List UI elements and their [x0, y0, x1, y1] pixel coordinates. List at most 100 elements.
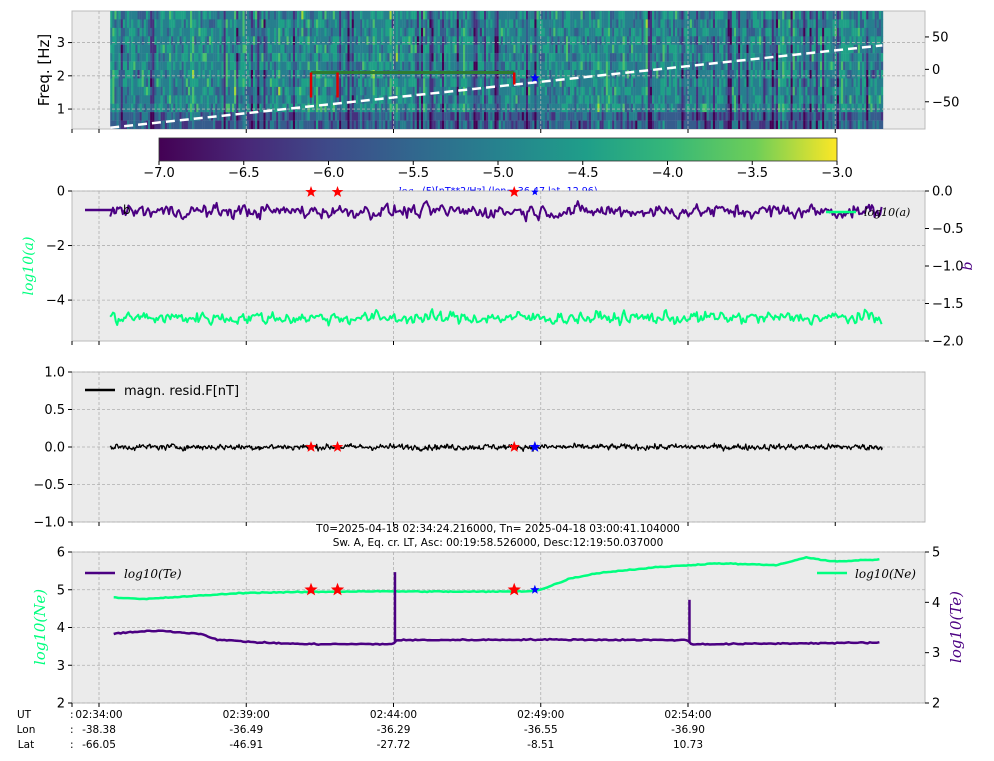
spectrogram-cell [408, 112, 411, 121]
spectrogram-cell [601, 103, 604, 113]
spectrogram-cell [559, 27, 562, 37]
spectrogram-cell [719, 120, 722, 129]
spectrogram-cell [276, 19, 279, 29]
spectrogram-cell [418, 53, 422, 62]
spectrogram-cell [271, 44, 275, 54]
spectrogram-cell [599, 11, 602, 20]
spectrogram-cell [742, 44, 745, 54]
spectrogram-cell [316, 36, 319, 45]
spectrogram-cell [649, 103, 653, 113]
spectrogram-cell [794, 86, 798, 96]
spectrogram-cell [192, 27, 195, 37]
spectrogram-cell [633, 103, 636, 113]
spectrogram-cell [595, 70, 598, 79]
spectrogram-cell [423, 103, 426, 113]
spectrogram-cell [515, 27, 518, 37]
spectrogram-cell [509, 95, 512, 104]
spectrogram-cell [320, 95, 323, 104]
spectrogram-cell [360, 61, 363, 71]
spectrogram-cell [738, 120, 741, 129]
spectrogram-cell [574, 11, 577, 20]
spectrogram-cell [536, 78, 539, 88]
spectrogram-cell [171, 19, 174, 29]
spectrogram-cell [248, 95, 252, 104]
spectrogram-cell [841, 78, 844, 88]
spectrogram-cell [349, 19, 352, 29]
spectrogram-cell [416, 86, 420, 96]
spectrogram-cell [708, 70, 711, 79]
spectrogram-cell [807, 86, 810, 96]
spectrogram-cell [649, 19, 653, 29]
spectrogram-cell [444, 44, 447, 54]
spectrogram-cell [733, 61, 737, 71]
spectrogram-cell [204, 11, 207, 20]
spectrogram-cell [607, 112, 611, 121]
spectrogram-cell [721, 11, 724, 20]
spectrogram-cell [416, 103, 420, 113]
spectrogram-cell [811, 53, 814, 62]
spectrogram-cell [723, 112, 726, 121]
spectrogram-cell [511, 53, 514, 62]
spectrogram-cell [570, 95, 573, 104]
spectrogram-cell [834, 44, 837, 54]
spectrogram-cell [152, 120, 155, 129]
spectrogram-cell [360, 27, 363, 37]
spectrogram-cell [830, 27, 833, 37]
spectrogram-cell [528, 86, 531, 96]
spectrogram-cell [712, 11, 716, 20]
spectrogram-cell [706, 86, 709, 96]
spectrogram-cell [505, 103, 508, 113]
spectrogram-cell [555, 95, 558, 104]
spectrogram-cell [712, 19, 716, 29]
spectrogram-cell [828, 44, 831, 54]
spectrogram-cell [208, 78, 212, 88]
spectrogram-cell [418, 61, 422, 71]
spectrogram-cell [704, 19, 707, 29]
spectrogram-cell [584, 70, 588, 79]
spectrogram-cell [805, 86, 808, 96]
spectrogram-cell [353, 112, 357, 121]
spectrogram-cell [771, 19, 774, 29]
spectrogram-cell [626, 19, 630, 29]
spectrogram-cell [154, 44, 157, 54]
spectrogram-cell [784, 11, 787, 20]
spectrogram-cell [395, 86, 399, 96]
spectrogram-cell [439, 112, 443, 121]
spectrogram-cell [595, 11, 598, 20]
spectrogram-cell [339, 36, 342, 45]
spectrogram-cell [194, 95, 197, 104]
spectrogram-cell [213, 53, 216, 62]
spectrogram-cell [681, 103, 684, 113]
spectrogram-cell [727, 61, 730, 71]
spectrogram-cell [481, 44, 485, 54]
spectrogram-cell [326, 70, 329, 79]
spectrogram-cell [557, 44, 560, 54]
spectrogram-cell [740, 36, 743, 45]
spectrogram-cell [389, 95, 392, 104]
spectrogram-cell [500, 36, 504, 45]
spectrogram-cell [372, 103, 375, 113]
spectrogram-cell [242, 27, 245, 37]
spectrogram-cell [639, 19, 642, 29]
spectrogram-cell [376, 44, 380, 54]
spectrogram-cell [152, 95, 155, 104]
spectrogram-cell [225, 11, 228, 20]
spectrogram-cell [586, 103, 590, 113]
spectrogram-cell [433, 27, 436, 37]
spectrogram-cell [465, 53, 468, 62]
spectrogram-cell [654, 70, 657, 79]
spectrogram-cell [830, 103, 833, 113]
spectrogram-cell [803, 61, 806, 71]
spectrogram-cell [288, 120, 291, 129]
spectrogram-cell [515, 11, 518, 20]
spectrogram-cell [733, 95, 737, 104]
spectrogram-cell [221, 11, 224, 20]
spectrogram-cell [593, 120, 596, 129]
spectrogram-cell [727, 120, 730, 129]
spectrogram-cell [185, 70, 189, 79]
spectrogram-cell [372, 78, 375, 88]
spectrogram-cell [353, 120, 357, 129]
spectrogram-cell [164, 95, 168, 104]
spectrogram-cell [507, 27, 510, 37]
spectrogram-cell [154, 36, 157, 45]
